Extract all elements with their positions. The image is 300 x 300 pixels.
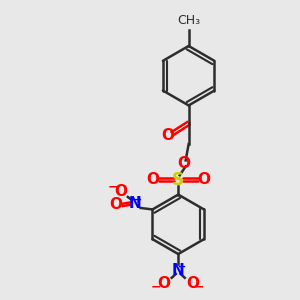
Text: +: + bbox=[178, 262, 187, 272]
Text: −: − bbox=[151, 280, 161, 293]
Text: N: N bbox=[128, 196, 141, 211]
Text: CH₃: CH₃ bbox=[177, 14, 200, 27]
Text: −: − bbox=[194, 280, 204, 293]
Text: O: O bbox=[110, 197, 123, 212]
Text: S: S bbox=[172, 171, 184, 189]
Text: O: O bbox=[161, 128, 174, 142]
Text: +: + bbox=[134, 195, 142, 205]
Text: O: O bbox=[187, 276, 200, 291]
Text: O: O bbox=[114, 184, 127, 199]
Text: N: N bbox=[172, 263, 184, 278]
Text: O: O bbox=[197, 172, 210, 187]
Text: O: O bbox=[177, 156, 190, 171]
Text: O: O bbox=[146, 172, 160, 187]
Text: −: − bbox=[108, 180, 118, 193]
Text: O: O bbox=[157, 276, 170, 291]
